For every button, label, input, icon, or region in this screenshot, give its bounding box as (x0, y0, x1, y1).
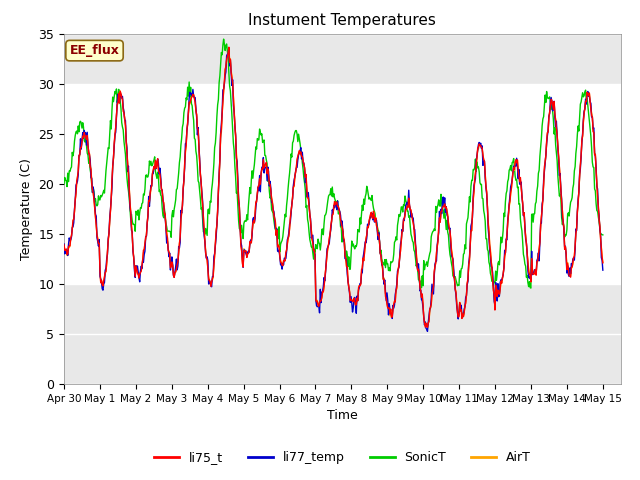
li75_t (70, 216, 77, 222)
li75_t (125, 185, 133, 191)
li77_temp (70, 220, 77, 226)
AirT (60, 242, 68, 248)
X-axis label: Time: Time (327, 409, 358, 422)
Line: AirT: AirT (64, 48, 603, 327)
li77_temp (399, 216, 407, 222)
SonicT (527, 285, 535, 291)
li75_t (599, 260, 607, 266)
li75_t (60, 242, 68, 248)
AirT (209, 277, 216, 283)
li75_t (209, 276, 216, 281)
li75_t (180, 178, 188, 184)
li77_temp (424, 328, 431, 334)
AirT (599, 259, 607, 265)
li77_temp (225, 45, 233, 51)
AirT (399, 219, 407, 225)
li77_temp (125, 187, 133, 193)
Title: Instument Temperatures: Instument Temperatures (248, 13, 436, 28)
Y-axis label: Temperature (C): Temperature (C) (20, 158, 33, 260)
li75_t (424, 324, 431, 330)
li75_t (415, 273, 423, 278)
li77_temp (209, 274, 216, 279)
li77_temp (60, 241, 68, 247)
Legend: li75_t, li77_temp, SonicT, AirT: li75_t, li77_temp, SonicT, AirT (148, 446, 536, 469)
SonicT (599, 232, 607, 238)
AirT (415, 272, 423, 277)
SonicT (70, 148, 77, 154)
SonicT (415, 277, 423, 283)
AirT (125, 184, 133, 190)
AirT (225, 46, 233, 51)
li75_t (225, 44, 233, 50)
Line: li77_temp: li77_temp (64, 48, 603, 331)
SonicT (220, 36, 227, 42)
AirT (70, 215, 77, 221)
SonicT (125, 195, 133, 201)
AirT (424, 324, 431, 330)
li77_temp (180, 176, 188, 181)
SonicT (209, 181, 216, 187)
SonicT (180, 110, 188, 116)
Line: SonicT: SonicT (64, 39, 603, 288)
AirT (180, 179, 188, 184)
SonicT (399, 202, 407, 208)
li77_temp (599, 267, 607, 273)
Text: EE_flux: EE_flux (70, 44, 120, 57)
Bar (64, 84, 621, 284)
SonicT (60, 181, 68, 187)
li75_t (399, 217, 407, 223)
Line: li75_t: li75_t (64, 47, 603, 327)
li77_temp (415, 272, 423, 278)
